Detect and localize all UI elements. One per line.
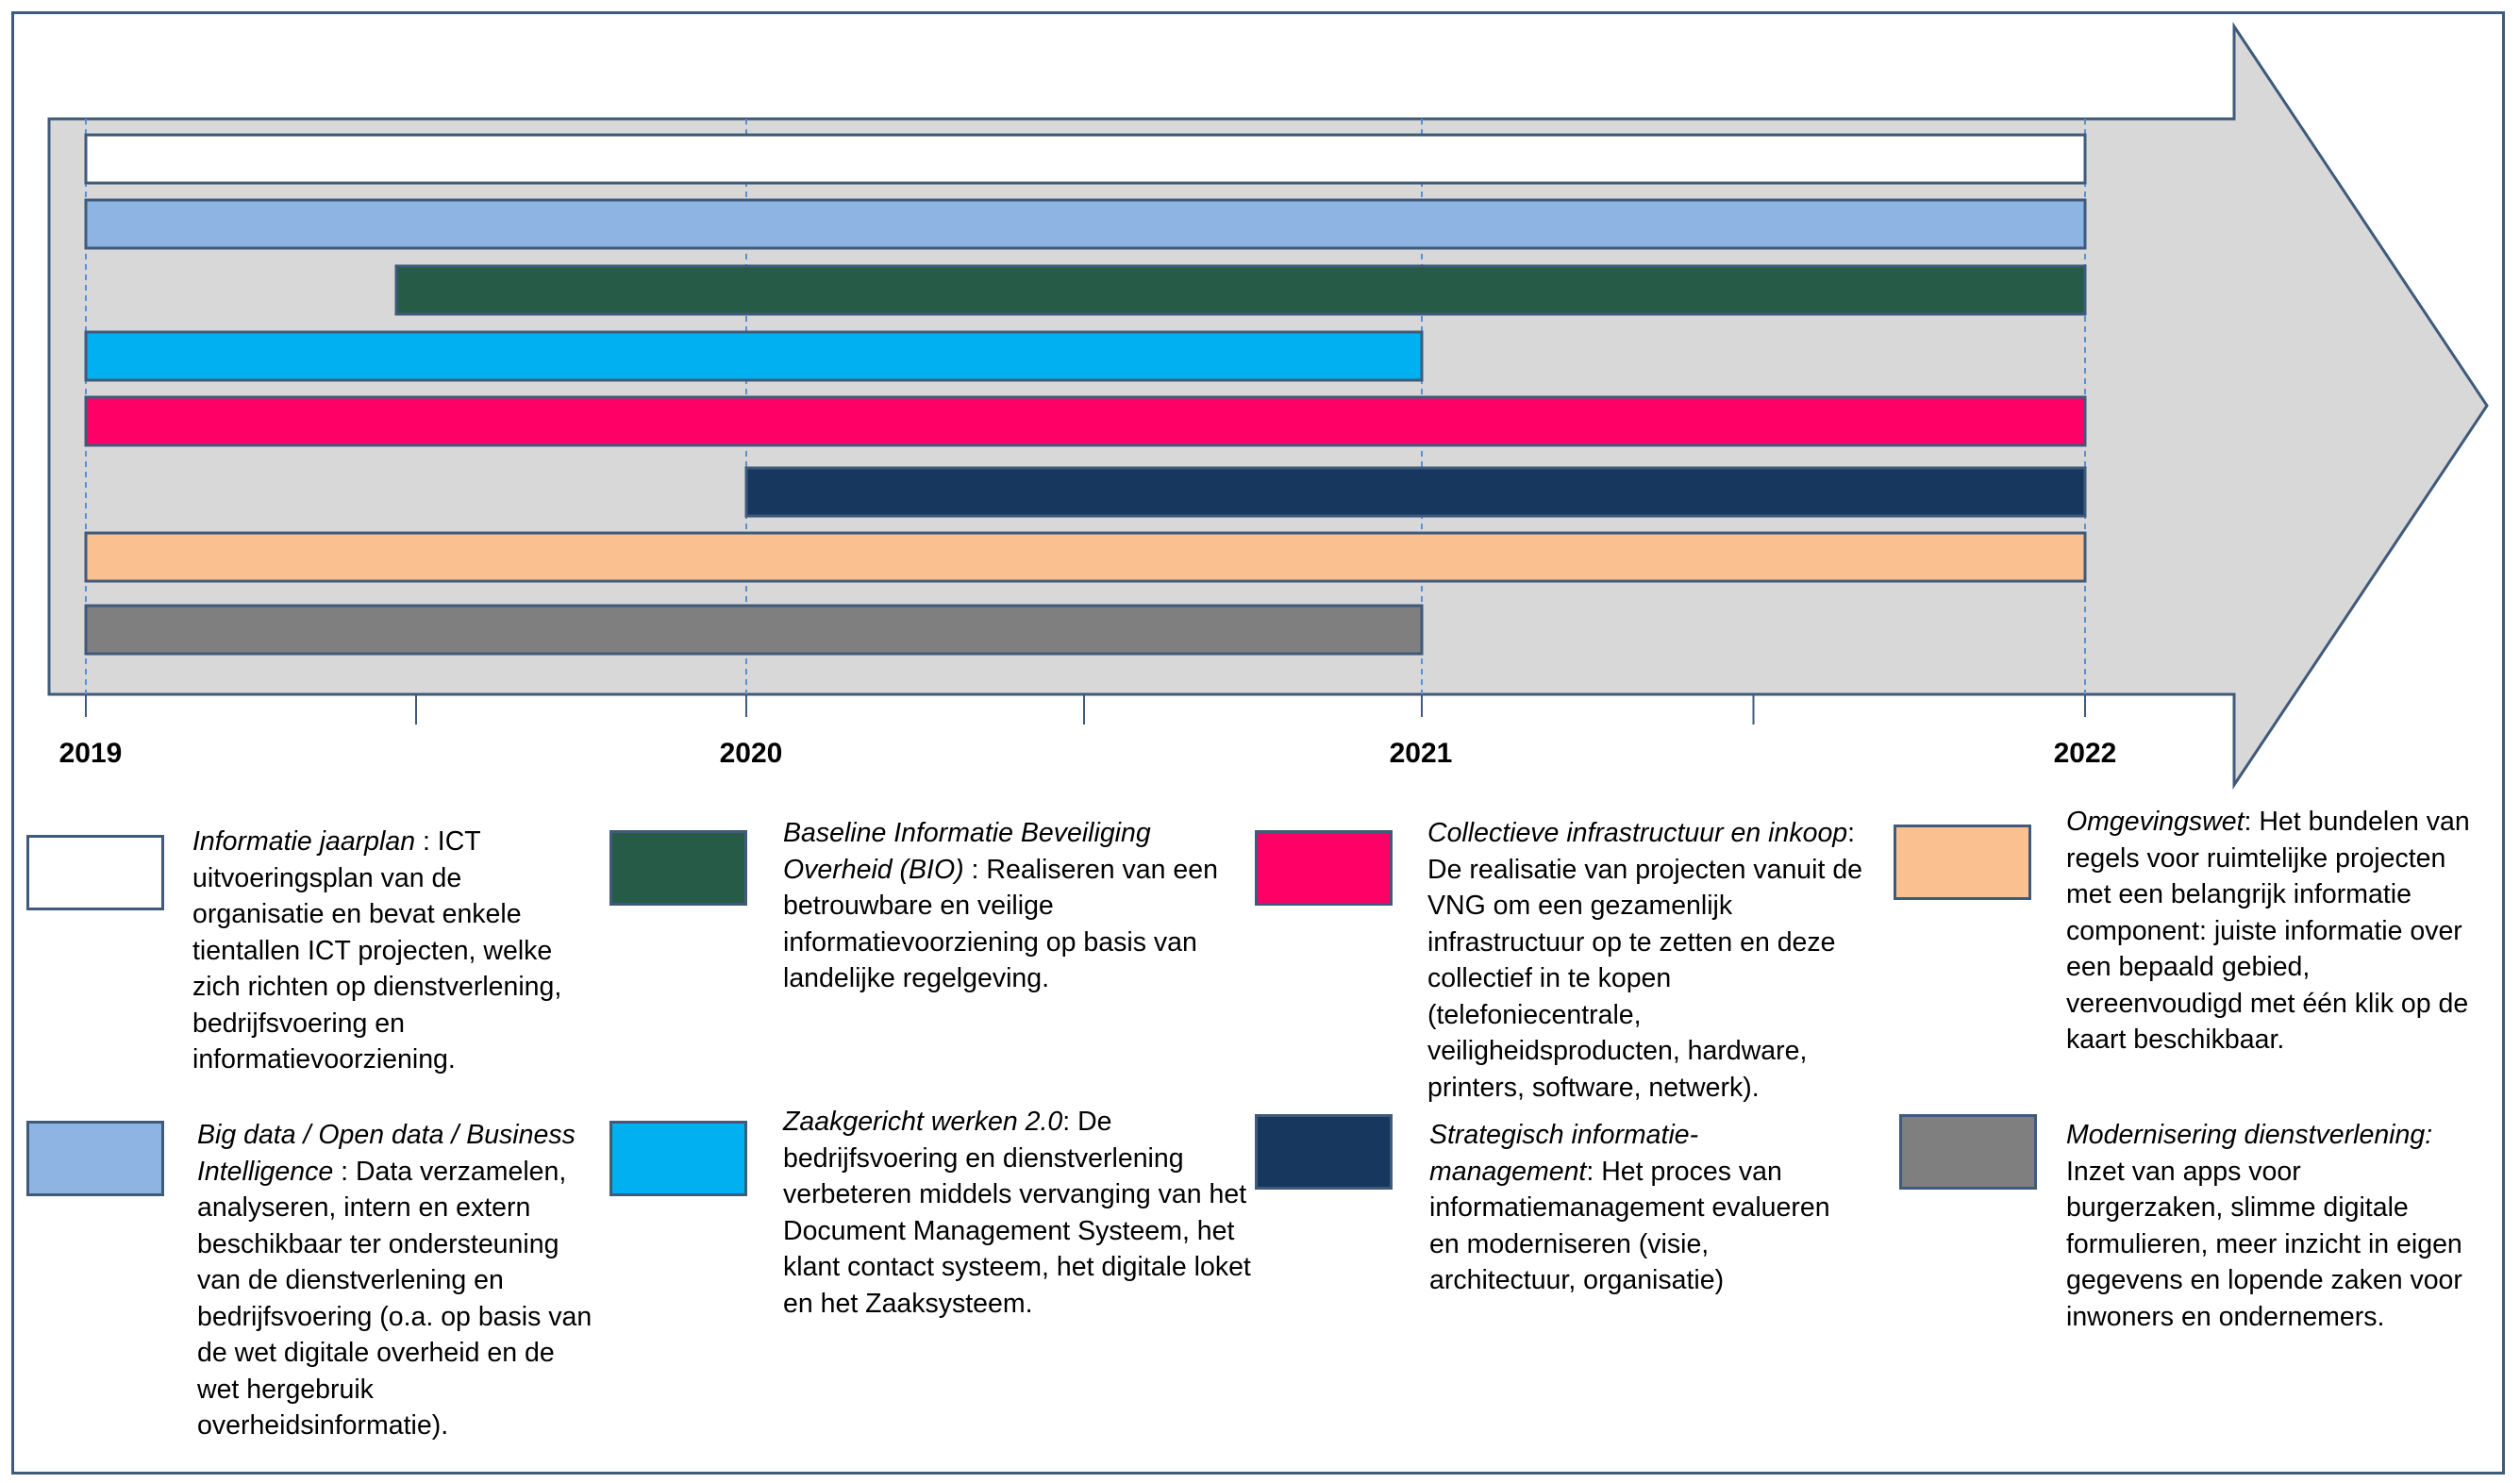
legend-text-omgevingswet: Omgevingswet: Het bundelen van regels vo… bbox=[2066, 804, 2472, 1058]
legend-swatch-zaakgericht-werken bbox=[609, 1121, 747, 1196]
timeline-bar-collectieve-infrastructuur bbox=[84, 395, 2087, 447]
legend-term: Strategisch informatie-management bbox=[1429, 1120, 1699, 1187]
legend-text-strategisch-informatiemanagement: Strategisch informatie-management: Het p… bbox=[1429, 1117, 1854, 1299]
legend-description: : De bedrijfsvoering en dienstverlening … bbox=[783, 1107, 1251, 1319]
legend-text-informatie-jaarplan: Informatie jaarplan : ICT uitvoeringspla… bbox=[192, 824, 598, 1078]
diagram-frame bbox=[11, 11, 2505, 1475]
legend-swatch-informatie-jaarplan bbox=[26, 835, 164, 910]
legend-description: : Realiseren van een betrouwbare en veil… bbox=[783, 854, 1218, 994]
legend-term: Collectieve infrastructuur en inkoop bbox=[1427, 818, 1848, 848]
timeline-bar-zaakgericht-werken bbox=[84, 330, 1424, 382]
legend-description: : ICT uitvoeringsplan van de organisatie… bbox=[192, 826, 562, 1075]
year-label-2022: 2022 bbox=[2053, 738, 2117, 769]
legend-term: Informatie jaarplan bbox=[192, 826, 416, 857]
legend-text-collectieve-infrastructuur: Collectieve infrastructuur en inkoop: De… bbox=[1427, 815, 1871, 1106]
year-label-2020: 2020 bbox=[719, 738, 783, 769]
timeline-bar-big-data bbox=[84, 198, 2087, 250]
timeline-bar-bio bbox=[394, 264, 2087, 316]
year-label-2019: 2019 bbox=[58, 738, 123, 769]
legend-term: Baseline Informatie Beveiliging Overheid… bbox=[783, 818, 1151, 885]
legend-swatch-collectieve-infrastructuur bbox=[1255, 830, 1393, 906]
legend-description: : Het bundelen van regels voor ruimtelij… bbox=[2066, 807, 2470, 1055]
legend-term: Big data / Open data / Business Intellig… bbox=[197, 1120, 576, 1187]
legend-description: : Data verzamelen, analyseren, intern en… bbox=[197, 1156, 592, 1441]
legend-swatch-bio bbox=[609, 830, 747, 906]
legend-description: : De realisatie van projecten vanuit de … bbox=[1427, 818, 1863, 1103]
legend-swatch-omgevingswet bbox=[1894, 825, 2031, 900]
legend-term: Modernisering dienstverlening: bbox=[2066, 1120, 2433, 1150]
legend-swatch-strategisch-informatiemanagement bbox=[1255, 1114, 1393, 1190]
legend-swatch-modernisering-dienstverlening bbox=[1899, 1114, 2037, 1190]
legend-swatch-big-data bbox=[26, 1121, 164, 1196]
legend-term: Omgevingswet bbox=[2066, 807, 2245, 837]
legend-text-bio: Baseline Informatie Beveiliging Overheid… bbox=[783, 815, 1255, 997]
year-label-2021: 2021 bbox=[1389, 738, 1453, 769]
timeline-bar-strategisch-informatiemanagement bbox=[744, 466, 2087, 518]
legend-text-big-data: Big data / Open data / Business Intellig… bbox=[197, 1117, 603, 1444]
timeline-bar-omgevingswet bbox=[84, 531, 2087, 583]
legend-text-modernisering-dienstverlening: Modernisering dienstverlening: Inzet van… bbox=[2066, 1117, 2462, 1335]
timeline-bar-informatie-jaarplan bbox=[84, 133, 2087, 185]
legend-description: Inzet van apps voor burgerzaken, slimme … bbox=[2066, 1156, 2462, 1332]
legend-description: : Het proces van informatiemanagement ev… bbox=[1429, 1156, 1830, 1296]
legend-term: Zaakgericht werken 2.0 bbox=[783, 1107, 1063, 1137]
timeline-bar-modernisering-dienstverlening bbox=[84, 604, 1424, 656]
legend-text-zaakgericht-werken: Zaakgericht werken 2.0: De bedrijfsvoeri… bbox=[783, 1104, 1255, 1322]
